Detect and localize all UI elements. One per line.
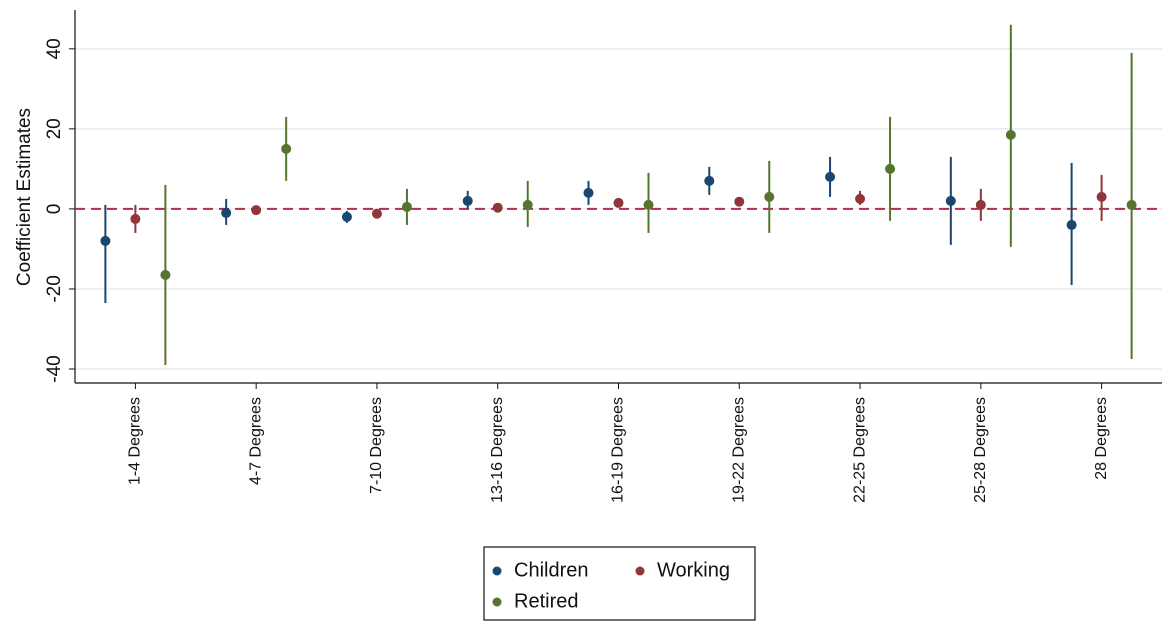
- point: [281, 143, 292, 154]
- x-tick-label: 4-7 Degrees: [247, 397, 264, 485]
- x-tick-label: 22-25 Degrees: [851, 397, 868, 503]
- point: [130, 213, 141, 224]
- point: [1005, 129, 1016, 140]
- point: [855, 193, 866, 204]
- legend-label: Retired: [514, 590, 578, 612]
- point: [643, 199, 654, 210]
- point: [885, 163, 896, 174]
- point: [462, 195, 473, 206]
- x-tick-label: 1-4 Degrees: [127, 397, 144, 485]
- point: [704, 175, 715, 186]
- legend-label: Working: [657, 559, 730, 581]
- y-tick-label: 20: [44, 118, 65, 139]
- point: [251, 205, 262, 216]
- point: [1126, 199, 1137, 210]
- y-axis-label: Coefficient Estimates: [14, 108, 35, 286]
- point: [825, 171, 836, 182]
- x-tick-label: 16-19 Degrees: [610, 397, 627, 503]
- legend-marker: [635, 566, 645, 576]
- point: [734, 196, 745, 207]
- y-tick-label: 40: [44, 38, 65, 59]
- point: [492, 202, 503, 213]
- x-tick-label: 7-10 Degrees: [368, 397, 385, 494]
- legend-marker: [492, 597, 502, 607]
- x-tick-label: 19-22 Degrees: [730, 397, 747, 503]
- point: [371, 208, 382, 219]
- y-tick-label: 0: [44, 204, 65, 215]
- point: [583, 187, 594, 198]
- point: [221, 207, 232, 218]
- y-tick-label: -20: [44, 275, 65, 302]
- point: [613, 197, 624, 208]
- point: [945, 195, 956, 206]
- point: [100, 235, 111, 246]
- point: [522, 199, 533, 210]
- legend-box: [483, 546, 756, 621]
- legend-marker: [492, 566, 502, 576]
- point: [341, 211, 352, 222]
- point: [975, 199, 986, 210]
- x-tick-label: 13-16 Degrees: [489, 397, 506, 503]
- point: [1096, 191, 1107, 202]
- point: [764, 191, 775, 202]
- x-tick-label: 25-28 Degrees: [972, 397, 989, 503]
- point: [160, 269, 171, 280]
- y-tick-label: -40: [44, 355, 65, 382]
- point: [1066, 219, 1077, 230]
- legend-label: Children: [514, 559, 588, 581]
- x-tick-label: 28 Degrees: [1093, 397, 1110, 480]
- point: [401, 201, 412, 212]
